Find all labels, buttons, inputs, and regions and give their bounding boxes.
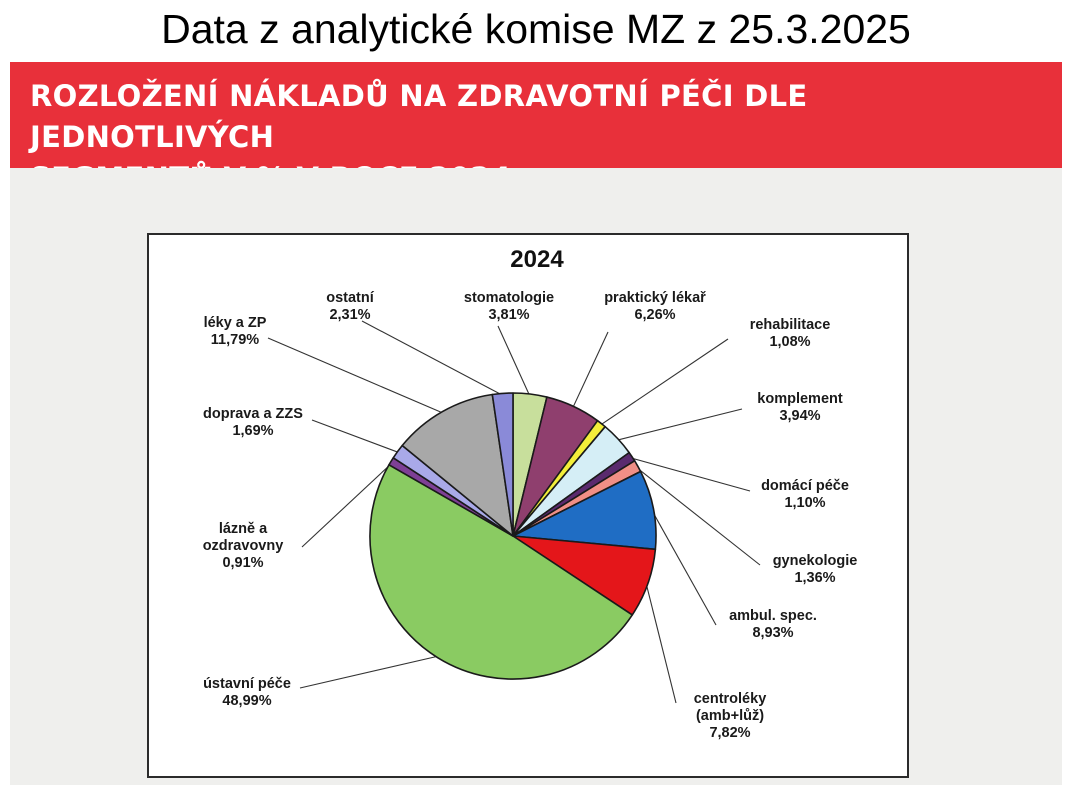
page-heading: Data z analytické komise MZ z 25.3.2025 [161,6,911,52]
label-stomatologie-name: stomatologie [463,290,555,306]
label-doprava: doprava a ZZS 1,69% [178,406,328,440]
label-komplement-name: komplement [757,391,843,407]
slide-title-line-1: ROZLOŽENÍ NÁKLADŮ NA ZDRAVOTNÍ PÉČI DLE … [30,79,808,154]
label-domaci-pece-name: domácí péče [761,478,849,494]
leader-line-centroleky [645,582,677,704]
label-prakticky-lekar-name: praktický lékař [604,290,706,306]
label-centroleky-name: centroléky [693,691,767,707]
label-centroleky-sub: (amb+lůž) [695,708,765,724]
label-gynekologie-name: gynekologie [772,553,858,569]
chart-title: 2024 [510,246,564,273]
label-ustavni-pece: ústavní péče 48,99% [172,676,322,710]
leader-line-doprava [311,419,400,454]
leader-line-ambul-spec [651,509,717,626]
label-lazne: lázně a ozdravovny 0,91% [178,521,308,572]
leader-line-ustavni-pece [299,655,440,689]
label-doprava-name: doprava a ZZS [203,406,303,422]
leader-line-lazne [301,461,394,548]
label-prakticky-lekar-value: 6,26% [634,307,676,323]
label-prakticky-lekar: praktický lékař 6,26% [560,290,750,324]
label-domaci-pece: domácí péče 1,10% [725,478,885,512]
leader-line-leky-a-zp [267,337,444,414]
label-rehabilitace-value: 1,08% [769,334,811,350]
leader-lines [267,320,761,704]
label-ambul-spec-value: 8,93% [752,625,794,641]
leader-line-prakticky-lekar [572,331,609,409]
label-ostatni-name: ostatní [326,290,374,306]
leader-line-rehabilitace [599,338,729,426]
label-stomatologie: stomatologie 3,81% [384,290,634,324]
pie-slices [369,392,657,680]
label-gynekologie: gynekologie 1,36% [735,553,895,587]
label-domaci-pece-value: 1,10% [784,495,826,511]
label-doprava-value: 1,69% [232,423,274,439]
leader-line-ostatni [361,320,504,396]
label-ustavni-pece-name: ústavní péče [203,676,291,692]
label-gynekologie-value: 1,36% [794,570,836,586]
label-centroleky-value: 7,82% [709,725,751,741]
leader-line-komplement [616,408,743,441]
pie-slice-ostatni [491,392,514,537]
label-stomatologie-value: 3,81% [488,307,530,323]
label-centroleky: centroléky (amb+lůž) 7,82% [655,691,805,742]
label-lazne-sub: ozdravovny [202,538,284,554]
label-komplement-value: 3,94% [779,408,821,424]
leader-line-gynekologie [635,466,761,566]
label-lazne-name: lázně a [218,521,268,537]
label-leky-a-zp: léky a ZP 11,79% [170,315,300,349]
pie-slice-ustavni-pece [369,463,634,680]
label-ambul-spec: ambul. spec. 8,93% [693,608,853,642]
pie-slice-ambul-spec [512,470,657,551]
label-ostatni-value: 2,31% [329,307,371,323]
label-ustavni-pece-value: 48,99% [222,693,272,709]
pie-slice-leky-a-zp [401,393,514,537]
leader-line-stomatologie [497,325,531,397]
label-lazne-value: 0,91% [222,555,264,571]
leader-line-domaci-pece [630,457,751,492]
label-rehabilitace: rehabilitace 1,08% [710,317,870,351]
label-ostatni: ostatní 2,31% [295,290,405,324]
label-komplement: komplement 3,94% [720,391,880,425]
label-ambul-spec-name: ambul. spec. [729,608,817,624]
label-leky-a-zp-value: 11,79% [210,332,260,348]
label-rehabilitace-name: rehabilitace [749,317,831,333]
label-leky-a-zp-name: léky a ZP [203,315,267,331]
